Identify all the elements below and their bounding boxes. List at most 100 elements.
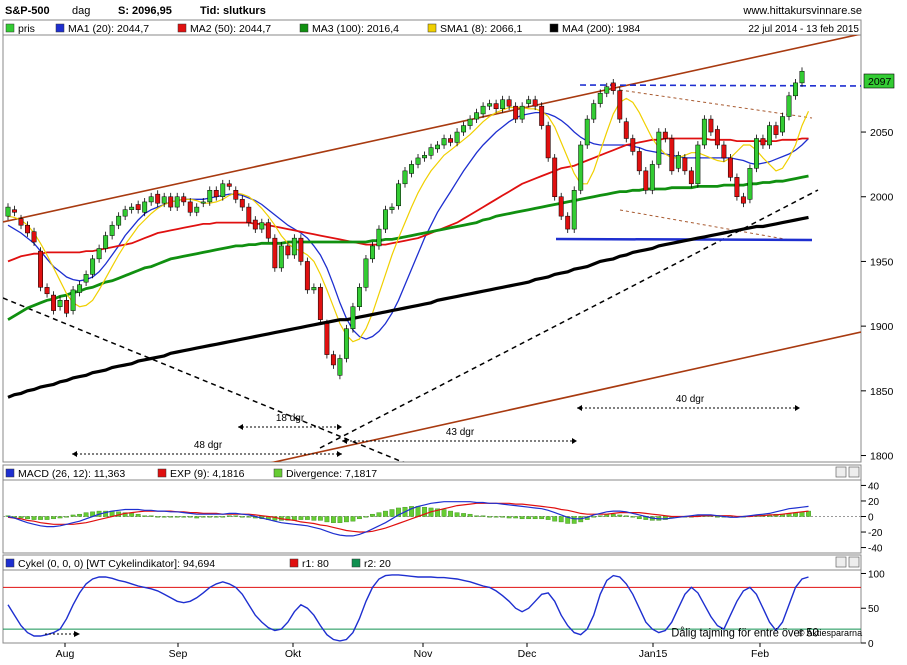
candle-body — [480, 105, 486, 115]
price-axis: 1800 1850 1900 1950 2000 2050 — [861, 127, 894, 463]
panel-control-button — [848, 556, 860, 568]
candle-body — [773, 125, 779, 135]
cycle-legend: Cykel (0, 0, 0) [WT Cykelindikator]: 94,… — [5, 558, 391, 570]
candle-body — [116, 215, 122, 226]
candle-body — [500, 99, 506, 110]
cycle-tick-label: 0 — [868, 639, 874, 650]
cycle-tick-label: 100 — [868, 569, 885, 580]
candle-body — [383, 209, 388, 230]
divergence-bar — [623, 515, 629, 517]
candle-body — [142, 201, 148, 213]
candle-body — [526, 99, 532, 104]
candle-body — [441, 138, 447, 146]
legend-label-3: MA3 (100): 2016,4 — [312, 23, 399, 35]
legend-label-0: pris — [18, 23, 35, 35]
divergence-bar — [591, 516, 597, 518]
legend-swatch-1 — [157, 468, 167, 478]
divergence-bar — [187, 516, 193, 518]
candle-body — [298, 237, 304, 262]
price-tick-label: 2050 — [870, 127, 894, 139]
arrow-40-dgr — [577, 405, 800, 411]
divergence-bar — [200, 516, 206, 518]
divergence-bar — [272, 516, 278, 521]
cycle-arrow-head — [74, 631, 80, 637]
candle-body — [760, 138, 766, 146]
symbol-title: S&P-500 — [5, 5, 50, 17]
price-panel — [2, 34, 862, 463]
exp-line — [7, 502, 809, 533]
divergence-bar — [467, 513, 473, 517]
price-tick-label: 1800 — [870, 451, 894, 463]
arrow-43-dgr-head-right — [572, 438, 577, 444]
candle-body — [70, 289, 76, 311]
candle-body — [18, 218, 24, 226]
candle-body — [252, 219, 258, 230]
arrow-43-dgr-head-left — [342, 438, 347, 444]
divergence-bar — [714, 516, 720, 518]
candle-body — [233, 190, 239, 200]
legend-swatch-3 — [299, 23, 309, 33]
candle-body — [454, 131, 460, 143]
x-tick-label: Feb — [751, 648, 769, 660]
divergence-bar — [513, 516, 519, 519]
candle-body — [220, 183, 226, 197]
divergence-bar — [207, 516, 213, 518]
divergence-bar — [103, 510, 109, 517]
candle-body — [272, 237, 278, 269]
macd-tick-label: -40 — [868, 544, 883, 555]
candle-body — [122, 209, 128, 217]
candle-body — [350, 306, 356, 329]
divergence-bar — [454, 512, 460, 517]
candle-body — [461, 125, 467, 133]
divergence-bar — [506, 516, 512, 519]
candle-body — [311, 287, 317, 291]
cycle-tick-label: 50 — [868, 604, 880, 615]
divergence-bar — [617, 514, 623, 517]
candle-body — [38, 250, 43, 288]
candle-body — [610, 82, 616, 91]
candle-body — [545, 125, 551, 159]
divergence-bar — [441, 509, 447, 517]
candle-body — [623, 121, 629, 139]
arrow-18-dgr-head-right — [337, 424, 342, 430]
divergence-bar — [636, 516, 642, 520]
arrow-48-dgr-head-left — [72, 451, 77, 457]
divergence-bar — [181, 516, 187, 518]
candle-body — [630, 138, 636, 152]
legend-swatch-2 — [351, 558, 361, 568]
candle-body — [682, 157, 688, 172]
candle-body — [356, 287, 362, 307]
divergence-bar — [304, 516, 310, 520]
channel-top-dotted — [619, 89, 813, 119]
candle-body — [578, 144, 584, 191]
legend-label-1: MA1 (20): 2044,7 — [68, 23, 149, 35]
divergence-bar — [174, 516, 180, 518]
candle-body — [155, 193, 161, 204]
downtrend-dashed-line — [3, 297, 405, 462]
arrow-48-dgr — [72, 451, 342, 457]
divergence-bar — [565, 516, 571, 524]
legend-label-1: EXP (9): 4,1816 — [170, 468, 245, 480]
tid-label: Tid: slutkurs — [200, 5, 266, 17]
candle-body — [304, 261, 310, 291]
candle-body — [168, 196, 174, 208]
candle-body — [552, 157, 558, 197]
legend-swatch-1 — [289, 558, 299, 568]
candle-body — [584, 118, 590, 146]
divergence-bar — [38, 516, 43, 520]
candle-body — [402, 170, 408, 185]
series-line-ma3-100- — [7, 174, 809, 321]
divergence-bar — [331, 516, 336, 523]
divergence-bar — [461, 513, 466, 517]
annotation-48-dgr: 48 dgr — [194, 440, 223, 451]
candle-body — [291, 237, 297, 256]
legend-swatch-0 — [5, 468, 15, 478]
candle-body — [662, 131, 668, 139]
candle-body — [740, 196, 746, 204]
annotation-40-dgr: 40 dgr — [676, 394, 705, 405]
cycle-axis: 100 50 0 — [861, 569, 885, 650]
divergence-bar — [630, 516, 636, 518]
divergence-bar — [350, 516, 356, 522]
cycle-plot-area — [3, 574, 861, 642]
macd-legend-bar — [2, 464, 862, 481]
